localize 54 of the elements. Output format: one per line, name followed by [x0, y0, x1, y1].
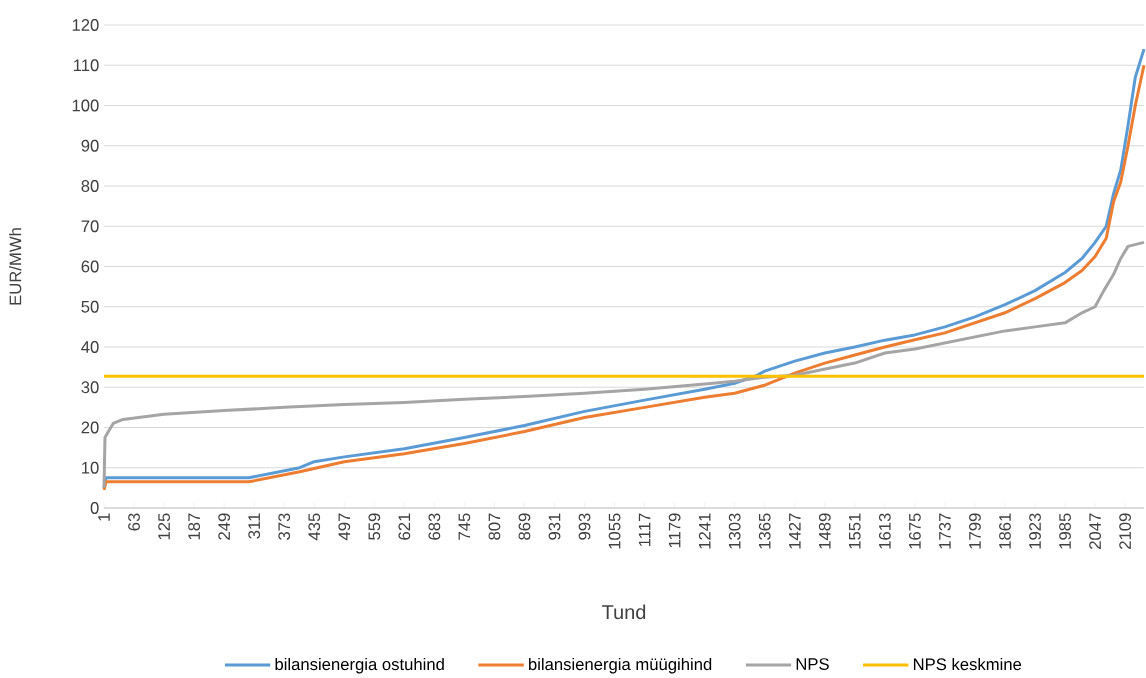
x-tick-label: 1179: [668, 513, 681, 548]
x-tick-label: 125: [158, 513, 170, 540]
x-tick-label: 1551: [849, 513, 861, 549]
x-tick-label: 993: [578, 513, 591, 540]
x-tick-label: 497: [338, 513, 351, 541]
x-axis-title: Tund: [602, 604, 646, 620]
y-tick-label: 110: [74, 59, 99, 72]
y-tick-label: 50: [81, 300, 99, 313]
y-tick-label: 120: [72, 19, 99, 31]
x-tick-label: 63: [128, 513, 140, 531]
y-tick-label: 0: [90, 502, 99, 514]
x-tick-label: 1427: [788, 513, 801, 549]
x-tick-label: 2109: [1119, 513, 1132, 549]
x-tick-label: 1799: [969, 513, 981, 549]
x-tick-label: 683: [428, 513, 441, 540]
y-tick-label: 80: [81, 180, 99, 192]
x-tick-label: 559: [368, 513, 381, 540]
x-tick-label: 1: [98, 513, 110, 521]
x-tick-label: 1985: [1059, 513, 1071, 549]
y-tick-label: 100: [72, 99, 99, 112]
x-tick-label: 1241: [698, 513, 711, 549]
y-tick-label: 10: [82, 461, 99, 474]
x-tick-label: 1365: [758, 513, 771, 549]
y-tick-label: 70: [81, 220, 99, 233]
legend-label: bilansienergia müügihind: [529, 657, 712, 674]
y-tick-label: 90: [81, 139, 99, 152]
x-tick-label: 1737: [939, 513, 951, 549]
x-tick-label: 2047: [1089, 513, 1101, 549]
x-tick-label: 1489: [818, 513, 831, 549]
x-tick-label: 1675: [908, 513, 921, 549]
legend-label: NPS: [796, 658, 829, 670]
x-tick-label: 187: [188, 513, 201, 540]
x-tick-label: 249: [218, 513, 231, 540]
y-tick-label: 40: [81, 341, 99, 353]
x-tick-label: 435: [308, 513, 321, 541]
x-tick-label: 1303: [728, 513, 741, 549]
y-tick-label: 60: [81, 260, 99, 273]
legend-label: bilansienergia ostuhind: [275, 657, 444, 674]
x-tick-label: 621: [398, 513, 411, 540]
x-tick-label: 807: [488, 513, 501, 540]
x-tick-label: 931: [548, 513, 561, 540]
x-tick-label: 1613: [878, 513, 891, 549]
legend-label: NPS keskmine: [913, 657, 1022, 671]
x-tick-label: 373: [278, 513, 291, 540]
x-tick-label: 1923: [1029, 513, 1041, 549]
x-tick-label: 1861: [999, 513, 1011, 549]
x-tick-label: 869: [518, 513, 531, 540]
x-tick-label: 745: [458, 513, 471, 540]
y-tick-label: 20: [81, 421, 99, 434]
y-tick-label: 30: [81, 381, 99, 394]
x-tick-label: 1055: [608, 513, 621, 549]
x-tick-label: 1117: [638, 513, 651, 547]
y-axis-title: EUR/MWh: [9, 228, 22, 305]
x-tick-label: 311: [248, 513, 261, 539]
